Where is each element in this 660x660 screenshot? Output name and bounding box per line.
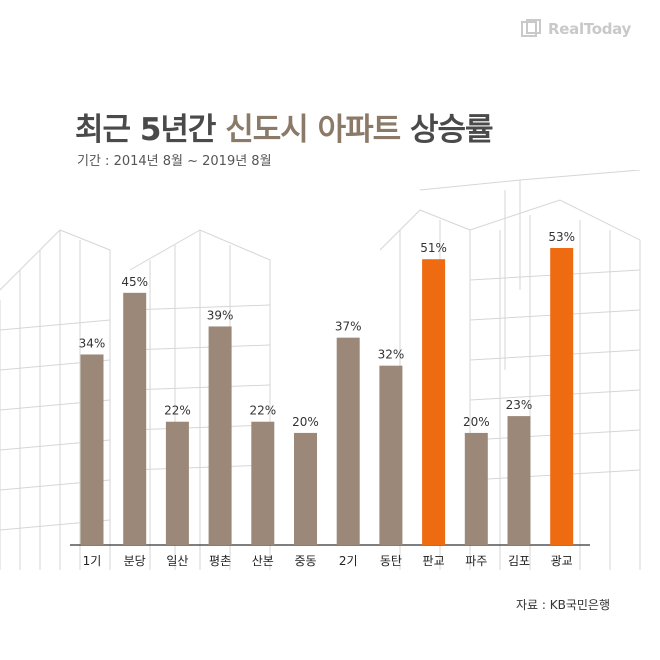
x-tick-label: 동탄 (380, 554, 402, 568)
bar-2 (123, 292, 147, 545)
x-tick-label: 일산 (166, 554, 188, 568)
x-tick-label: 평촌 (209, 554, 231, 568)
bar-value-label: 32% (378, 348, 405, 362)
bar-7 (336, 337, 360, 545)
x-tick-label: 김포 (508, 554, 530, 568)
bar-value-label: 51% (420, 241, 447, 255)
bar-value-label: 23% (506, 398, 533, 412)
title-accent: 신도시 아파트 (225, 112, 401, 148)
bar-value-label: 20% (463, 415, 490, 429)
brand-logo: RealToday (520, 18, 631, 40)
bar-value-label: 53% (548, 230, 575, 244)
x-tick-label: 광교 (551, 554, 573, 568)
bar-5 (251, 421, 275, 545)
bar-12 (550, 248, 574, 545)
realtoday-logo-icon (521, 19, 541, 37)
data-source: 자료 : KB국민은행 (515, 598, 610, 612)
chart-title: 최근 5년간 신도시 아파트 상승률 (75, 104, 494, 149)
bar-value-label: 22% (249, 404, 276, 418)
bar-10 (464, 432, 488, 545)
bar-1 (80, 354, 104, 545)
bar-8 (379, 365, 403, 545)
x-tick-label: 분당 (124, 554, 146, 568)
title-tail: 상승률 (400, 112, 494, 148)
bar-value-label: 45% (121, 275, 148, 289)
x-tick-label: 1기 (83, 554, 102, 568)
bar-value-label: 22% (164, 404, 191, 418)
x-tick-label: 중동 (294, 554, 316, 568)
bar-value-label: 39% (207, 308, 234, 322)
title-lead: 최근 5년간 (75, 112, 226, 148)
bar-9 (422, 259, 446, 545)
x-tick-label: 파주 (465, 554, 487, 568)
x-tick-label: 산본 (252, 554, 274, 568)
bar-6 (294, 432, 317, 545)
bar-value-label: 20% (292, 415, 319, 429)
x-tick-label: 판교 (423, 554, 445, 568)
bar-11 (507, 416, 531, 545)
x-tick-label: 2기 (339, 554, 358, 568)
bar-value-label: 37% (335, 320, 362, 334)
bar-3 (165, 421, 189, 545)
chart-subtitle: 기간 : 2014년 8월 ~ 2019년 8월 (77, 154, 272, 169)
bar-value-label: 34% (79, 336, 106, 350)
bar-4 (208, 326, 232, 545)
brand-name: RealToday (548, 20, 632, 38)
